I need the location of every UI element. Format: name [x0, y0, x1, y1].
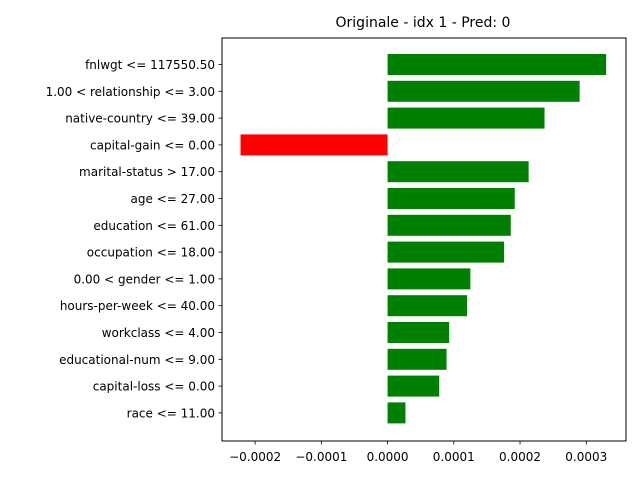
bar: [387, 375, 440, 397]
bar: [387, 402, 406, 424]
x-tick-label: 0.0002: [499, 450, 541, 464]
bar: [387, 322, 450, 343]
y-tick-label: marital-status > 17.00: [79, 165, 215, 179]
x-tick-label: −0.0001: [295, 450, 347, 464]
x-tick-label: 0.0003: [565, 450, 607, 464]
y-tick-label: fnlwgt <= 117550.50: [85, 58, 215, 72]
y-tick-labels-group: fnlwgt <= 117550.50 1.00 < relationship <…: [46, 58, 222, 420]
y-tick-label: educational-num <= 9.00: [59, 353, 215, 367]
y-tick-label: 0.00 < gender <= 1.00: [74, 272, 215, 286]
bar: [387, 348, 447, 370]
plot-frame: [221, 37, 627, 442]
y-tick-label: age <= 27.00: [131, 192, 215, 206]
bar: [387, 80, 580, 102]
y-tick-label: capital-gain <= 0.00: [90, 138, 215, 152]
y-tick-label: hours-per-week <= 40.00: [60, 299, 215, 313]
bar: [387, 241, 505, 263]
y-tick-label: 1.00 < relationship <= 3.00: [46, 85, 215, 99]
bar: [387, 161, 529, 183]
bar: [387, 188, 515, 209]
bar: [387, 295, 468, 317]
x-axis-group: −0.0002 −0.0001 0.0000 0.0001 0.0002 0.0003: [229, 441, 607, 464]
bar: [387, 268, 471, 290]
y-tick-label: education <= 61.00: [93, 219, 215, 233]
bar: [240, 134, 388, 156]
y-tick-label: native-country <= 39.00: [65, 112, 215, 126]
x-tick-label: 0.0000: [367, 450, 409, 464]
bar: [387, 214, 511, 236]
y-tick-label: occupation <= 18.00: [87, 246, 215, 260]
bars-group: [240, 54, 607, 424]
x-tick-label: 0.0001: [433, 450, 475, 464]
bar: [387, 54, 607, 75]
x-tick-label: −0.0002: [229, 450, 281, 464]
bar: [387, 107, 545, 129]
y-tick-label: workclass <= 4.00: [102, 326, 215, 340]
y-tick-label: race <= 11.00: [127, 406, 215, 420]
y-tick-label: capital-loss <= 0.00: [93, 380, 215, 394]
chart-title: Originale - idx 1 - Pred: 0: [336, 15, 511, 31]
